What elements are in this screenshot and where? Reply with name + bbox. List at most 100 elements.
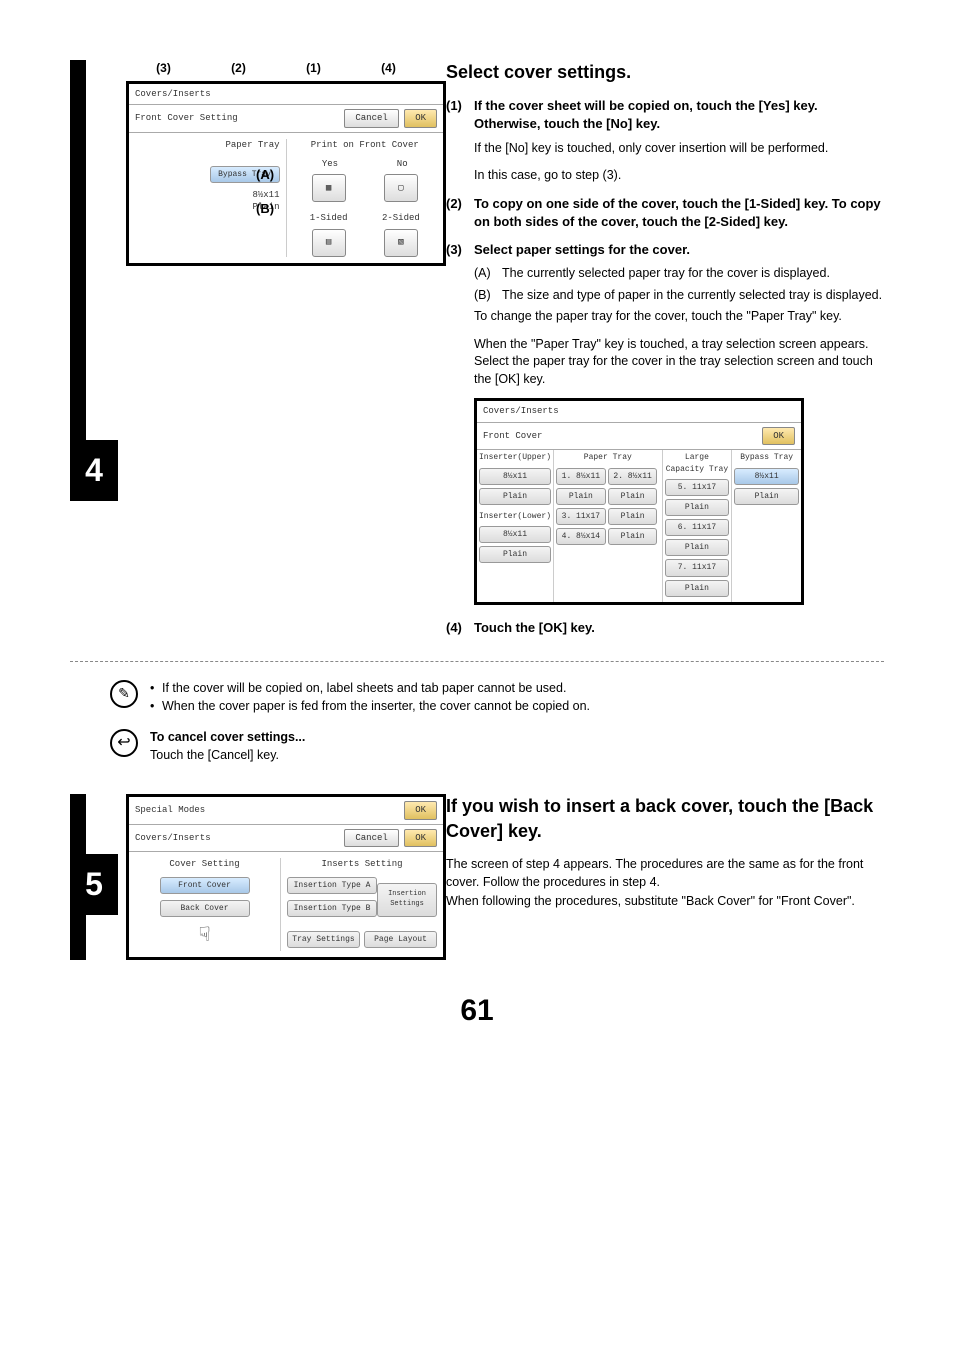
paper-tray-label: Paper Tray <box>135 139 280 152</box>
tray-panel-title: Covers/Inserts <box>477 401 801 423</box>
tray-cell[interactable]: Plain <box>665 539 730 556</box>
yes-button[interactable]: ▦ <box>312 174 346 202</box>
tray-cell[interactable]: Plain <box>479 546 551 563</box>
no-label: No <box>397 158 408 171</box>
step4-item3: (3) Select paper settings for the cover. <box>446 241 884 259</box>
item-heading: Select paper settings for the cover. <box>474 241 884 259</box>
special-modes-label: Special Modes <box>135 804 205 817</box>
tray-cell[interactable]: 8½x11 <box>479 526 551 543</box>
item1-body-1: If the [No] key is touched, only cover i… <box>474 140 884 158</box>
callout-a: (A) <box>256 166 274 184</box>
insertion-b-button[interactable]: Insertion Type B <box>287 900 377 917</box>
step-4-row: 4 (3) (2) (1) (4) Covers/Inserts Front C… <box>70 60 884 643</box>
tray-cell[interactable]: 7. 11x17 <box>665 559 730 576</box>
col-hdr: Bypass Tray <box>734 452 799 463</box>
tray-cell[interactable]: Plain <box>479 488 551 505</box>
cover-setting-label: Cover Setting <box>135 858 274 871</box>
step-5-row: 5 Special Modes OK Covers/Inserts Cancel… <box>70 794 884 960</box>
callout-3: (3) <box>156 60 171 77</box>
one-sided-button[interactable]: ▤ <box>312 229 346 257</box>
two-sided-button[interactable]: ▧ <box>384 229 418 257</box>
item-heading: Touch the [OK] key. <box>474 619 884 637</box>
insertion-a-button[interactable]: Insertion Type A <box>287 877 377 894</box>
tray-cell[interactable]: Plain <box>734 488 799 505</box>
item1-body-2: In this case, go to step (3). <box>474 167 884 185</box>
tray-grid: Inserter(Upper) 8½x11 Plain Inserter(Low… <box>477 450 801 602</box>
step5-title: If you wish to insert a back cover, touc… <box>446 794 884 844</box>
back-cover-button[interactable]: Back Cover <box>160 900 250 917</box>
item-num: (2) <box>446 195 474 231</box>
step4-title: Select cover settings. <box>446 60 884 85</box>
item-heading: If the cover sheet will be copied on, to… <box>474 97 884 133</box>
one-sided-label: 1-Sided <box>310 212 348 225</box>
front-cover-button[interactable]: Front Cover <box>160 877 250 894</box>
yes-label: Yes <box>322 158 338 171</box>
col-hdr: Large Capacity Tray <box>665 452 730 474</box>
tray-panel-subtitle: Front Cover <box>483 430 542 443</box>
tray-cell[interactable]: 3. 11x17 <box>556 508 606 525</box>
item-heading: To copy on one side of the cover, touch … <box>474 195 884 231</box>
tray-cell[interactable]: Plain <box>665 499 730 516</box>
step4-instructions: Select cover settings. (1) If the cover … <box>446 60 884 643</box>
print-on-cover-label: Print on Front Cover <box>293 139 438 152</box>
ok-top-button[interactable]: OK <box>404 801 437 820</box>
tray-cell[interactable]: Plain <box>608 528 658 545</box>
tray-cell[interactable]: 6. 11x17 <box>665 519 730 536</box>
panel-subtitle: Front Cover Setting <box>135 112 238 125</box>
tray-cell[interactable]: Plain <box>608 508 658 525</box>
tray-cell[interactable]: 5. 11x17 <box>665 479 730 496</box>
page-layout-button[interactable]: Page Layout <box>364 931 437 948</box>
tray-cell[interactable]: Plain <box>556 488 606 505</box>
step5-left-diagram: Special Modes OK Covers/Inserts Cancel O… <box>86 794 446 960</box>
back-icon: ↩ <box>110 729 138 757</box>
covers-inserts-label: Covers/Inserts <box>135 832 211 845</box>
ok-button[interactable]: OK <box>404 829 437 848</box>
step4-left-diagram: (3) (2) (1) (4) Covers/Inserts Front Cov… <box>86 60 446 266</box>
insertion-settings-button[interactable]: Insertion Settings <box>377 883 437 917</box>
step4-item3-sublist: (A)The currently selected paper tray for… <box>474 265 884 304</box>
step5-body-2: When following the procedures, substitut… <box>446 893 884 911</box>
col-hdr: Inserter(Upper) <box>479 452 551 463</box>
front-cover-setting-panel: Covers/Inserts Front Cover Setting Cance… <box>126 81 446 266</box>
note-2: When the cover paper is fed from the ins… <box>162 698 884 716</box>
cancel-button[interactable]: Cancel <box>344 829 398 848</box>
tray-cell-selected[interactable]: 8½x11 <box>734 468 799 485</box>
tray-cell[interactable]: Plain <box>665 580 730 597</box>
note-icon: ✎ <box>110 680 138 708</box>
ok-button[interactable]: OK <box>404 109 437 128</box>
tray-cell[interactable]: 1. 8½x11 <box>556 468 606 485</box>
callout-b: (B) <box>256 200 274 218</box>
item3-after-2: When the "Paper Tray" key is touched, a … <box>474 336 884 389</box>
col-hdr: Paper Tray <box>556 452 660 463</box>
tray-cell[interactable]: 8½x11 <box>479 468 551 485</box>
note-1: If the cover will be copied on, label sh… <box>162 680 884 698</box>
tray-settings-button[interactable]: Tray Settings <box>287 931 360 948</box>
tray-cell[interactable]: 4. 8½x14 <box>556 528 606 545</box>
divider <box>70 661 884 662</box>
tray-ok-button[interactable]: OK <box>762 427 795 446</box>
callout-1: (1) <box>306 60 321 77</box>
item-num: (4) <box>446 619 474 637</box>
tray-selection-panel: Covers/Inserts Front Cover OK Inserter(U… <box>474 398 804 605</box>
note-list: ✎ •If the cover will be copied on, label… <box>110 680 884 715</box>
callout-4: (4) <box>381 60 396 77</box>
step4-item2: (2) To copy on one side of the cover, to… <box>446 195 884 231</box>
two-sided-label: 2-Sided <box>382 212 420 225</box>
panel-title: Covers/Inserts <box>129 84 443 106</box>
tray-cell[interactable]: 2. 8½x11 <box>608 468 658 485</box>
step5-instructions: If you wish to insert a back cover, touc… <box>446 794 884 960</box>
cancel-button[interactable]: Cancel <box>344 109 398 128</box>
page-number: 61 <box>70 990 884 1032</box>
sub-a-val: The currently selected paper tray for th… <box>502 265 884 283</box>
cancel-heading: To cancel cover settings... <box>150 729 884 747</box>
item3-after-1: To change the paper tray for the cover, … <box>474 308 884 326</box>
callout-2: (2) <box>231 60 246 77</box>
col-hdr: Inserter(Lower) <box>479 511 551 522</box>
step4-item1: (1) If the cover sheet will be copied on… <box>446 97 884 133</box>
item-num: (3) <box>446 241 474 259</box>
step-number-4: 4 <box>70 440 118 501</box>
inserts-setting-label: Inserts Setting <box>287 858 437 871</box>
special-modes-panel: Special Modes OK Covers/Inserts Cancel O… <box>126 794 446 960</box>
no-button[interactable]: ▢ <box>384 174 418 202</box>
tray-cell[interactable]: Plain <box>608 488 658 505</box>
